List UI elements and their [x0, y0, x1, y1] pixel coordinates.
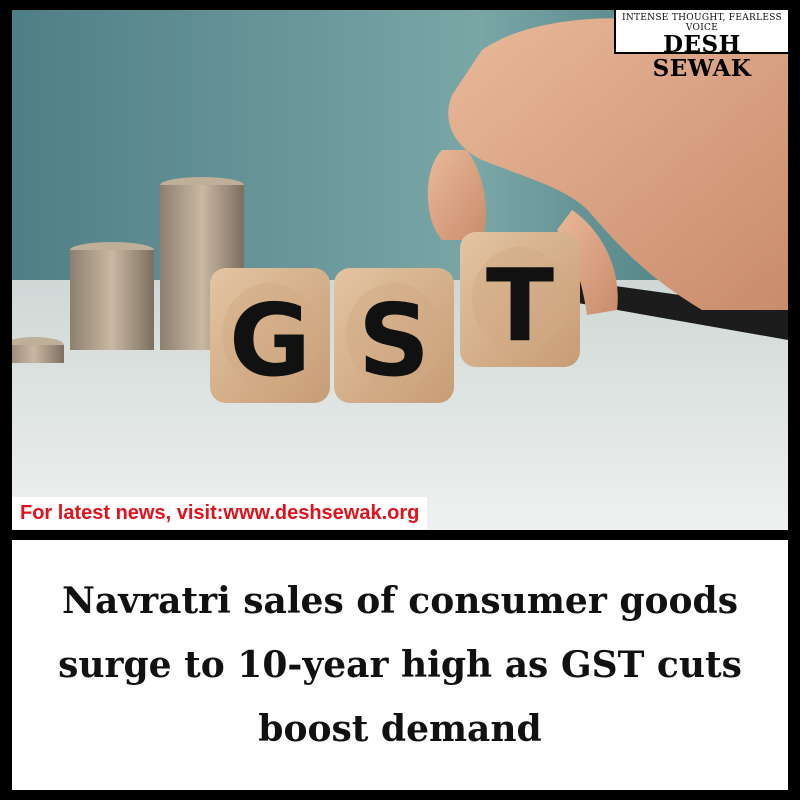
block-s: S: [334, 268, 454, 403]
pen: [572, 280, 788, 340]
headline-line-1: Navratri sales of consumer goods: [62, 580, 738, 622]
block-g: G: [210, 268, 330, 403]
coin-stack-mid: [70, 250, 154, 350]
block-t: T: [460, 232, 580, 367]
block-g-letter: G: [229, 282, 311, 399]
hand: [448, 18, 788, 310]
promo-banner: For latest news, visit:www.deshsewak.org: [12, 497, 428, 529]
block-t-letter: T: [486, 247, 554, 364]
block-s-letter: S: [358, 282, 430, 399]
headline-line-2: surge to 10-year high as GST cuts: [58, 644, 742, 686]
brand-tagline: INTENSE THOUGHT, FEARLESS VOICE: [621, 13, 783, 33]
headline: Navratri sales of consumer goods surge t…: [30, 569, 770, 761]
photo-illustration: G S T: [12, 10, 788, 530]
headline-panel: Navratri sales of consumer goods surge t…: [12, 540, 788, 790]
gst-photo: G S T: [12, 10, 788, 530]
desh-sewak-logo: INTENSE THOUGHT, FEARLESS VOICE DESH SEW…: [614, 10, 788, 81]
brand-name: DESH SEWAK: [652, 31, 752, 82]
headline-line-3: boost demand: [258, 708, 542, 750]
coin-stack-small: [12, 345, 64, 363]
